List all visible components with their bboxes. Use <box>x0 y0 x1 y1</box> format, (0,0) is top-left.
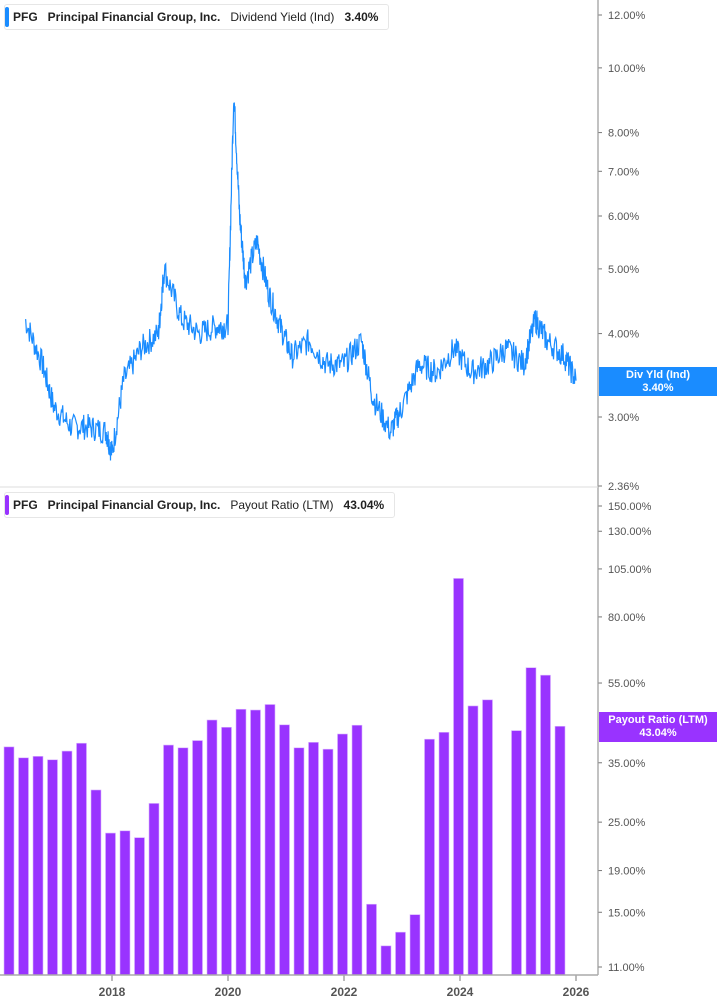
svg-text:25.00%: 25.00% <box>608 817 646 829</box>
svg-text:10.00%: 10.00% <box>608 63 646 75</box>
ticker-label: PFG <box>13 10 38 24</box>
payout-bar[interactable] <box>337 733 348 976</box>
ticker-label: PFG <box>13 498 38 512</box>
dividend-yield-y-axis: 12.00% 10.00% 8.00% 7.00% 6.00% 5.00% 4.00% 3.0… <box>598 10 646 493</box>
payout-ratio-price-flag: Payout Ratio (LTM) 43.04% <box>599 712 717 742</box>
payout-bar[interactable] <box>105 832 116 976</box>
payout-bar[interactable] <box>467 705 479 976</box>
payout-bar[interactable] <box>192 740 203 976</box>
payout-bar[interactable] <box>409 914 421 976</box>
svg-text:15.00%: 15.00% <box>608 907 646 919</box>
payout-bar[interactable] <box>351 724 363 976</box>
payout-bar[interactable] <box>250 709 261 976</box>
payout-bar[interactable] <box>554 725 566 976</box>
svg-text:4.00%: 4.00% <box>608 329 639 341</box>
svg-text:2024: 2024 <box>447 985 474 999</box>
dividend-yield-legend[interactable]: PFG Principal Financial Group, Inc. Divi… <box>4 4 390 30</box>
flag-label: Div Yld (Ind) <box>626 369 690 381</box>
payout-bar[interactable] <box>177 747 189 976</box>
payout-bar[interactable] <box>61 750 73 976</box>
dividend-yield-line[interactable] <box>25 102 577 461</box>
metric-value: 43.04% <box>343 498 385 512</box>
svg-text:2026: 2026 <box>563 985 590 999</box>
company-name: Principal Financial Group, Inc. <box>47 10 221 24</box>
payout-bar[interactable] <box>308 742 319 976</box>
payout-bar[interactable] <box>540 674 551 976</box>
payout-bar[interactable] <box>221 726 232 976</box>
svg-text:7.00%: 7.00% <box>608 166 639 178</box>
metric-name: Dividend Yield (Ind) <box>230 10 335 24</box>
company-name: Principal Financial Group, Inc. <box>47 498 221 512</box>
payout-bar[interactable] <box>366 903 377 976</box>
payout-bar[interactable] <box>235 708 247 976</box>
payout-bar[interactable] <box>438 731 450 976</box>
payout-bar[interactable] <box>134 837 145 976</box>
payout-bar[interactable] <box>47 759 58 976</box>
date-x-axis: 2018 2020 2022 2024 2026 <box>99 975 590 999</box>
payout-bar[interactable] <box>322 748 334 976</box>
dividend-yield-price-flag: Div Yld (Ind) 3.40% <box>599 367 717 396</box>
svg-text:80.00%: 80.00% <box>608 612 646 624</box>
svg-text:130.00%: 130.00% <box>608 526 652 538</box>
payout-bar[interactable] <box>3 746 15 976</box>
svg-text:2.36%: 2.36% <box>608 481 639 493</box>
payout-bar[interactable] <box>163 744 174 976</box>
payout-bar[interactable] <box>18 757 29 976</box>
svg-text:150.00%: 150.00% <box>608 501 652 513</box>
payout-ratio-y-axis: 150.00% 130.00% 105.00% 80.00% 55.00% 35.00% 2… <box>598 501 652 974</box>
series-color-swatch <box>5 495 9 515</box>
svg-text:5.00%: 5.00% <box>608 264 639 276</box>
payout-bar[interactable] <box>525 667 537 976</box>
payout-bar[interactable] <box>395 931 406 976</box>
payout-bar[interactable] <box>482 699 493 976</box>
payout-bar[interactable] <box>148 803 160 976</box>
payout-bar[interactable] <box>90 789 102 976</box>
payout-bar[interactable] <box>424 738 435 976</box>
svg-text:2022: 2022 <box>331 985 358 999</box>
payout-bar[interactable] <box>293 747 305 976</box>
flag-value: 3.40% <box>642 382 674 394</box>
series-color-swatch <box>5 7 9 27</box>
svg-text:6.00%: 6.00% <box>608 211 639 223</box>
svg-text:2018: 2018 <box>99 985 126 999</box>
payout-bar[interactable] <box>380 945 392 976</box>
svg-text:35.00%: 35.00% <box>608 758 646 770</box>
metric-value: 3.40% <box>344 10 379 24</box>
svg-text:2020: 2020 <box>215 985 242 999</box>
svg-text:55.00%: 55.00% <box>608 678 646 690</box>
flag-value: 43.04% <box>639 727 677 739</box>
payout-bar[interactable] <box>453 578 464 976</box>
metric-name: Payout Ratio (LTM) <box>230 498 334 512</box>
svg-text:19.00%: 19.00% <box>608 866 646 878</box>
svg-text:105.00%: 105.00% <box>608 564 652 576</box>
svg-text:3.00%: 3.00% <box>608 412 639 424</box>
payout-bar[interactable] <box>32 756 44 976</box>
payout-bar[interactable] <box>119 830 131 976</box>
payout-bar[interactable] <box>76 742 87 976</box>
svg-text:8.00%: 8.00% <box>608 128 639 140</box>
svg-text:12.00%: 12.00% <box>608 10 646 22</box>
payout-bar[interactable] <box>264 704 276 976</box>
svg-text:11.00%: 11.00% <box>608 962 645 974</box>
payout-bar[interactable] <box>206 719 218 976</box>
payout-bar[interactable] <box>511 730 522 976</box>
payout-ratio-bars[interactable] <box>3 578 566 976</box>
payout-bar[interactable] <box>279 724 290 976</box>
flag-label: Payout Ratio (LTM) <box>608 714 708 726</box>
payout-ratio-legend[interactable]: PFG Principal Financial Group, Inc. Payo… <box>4 492 396 518</box>
